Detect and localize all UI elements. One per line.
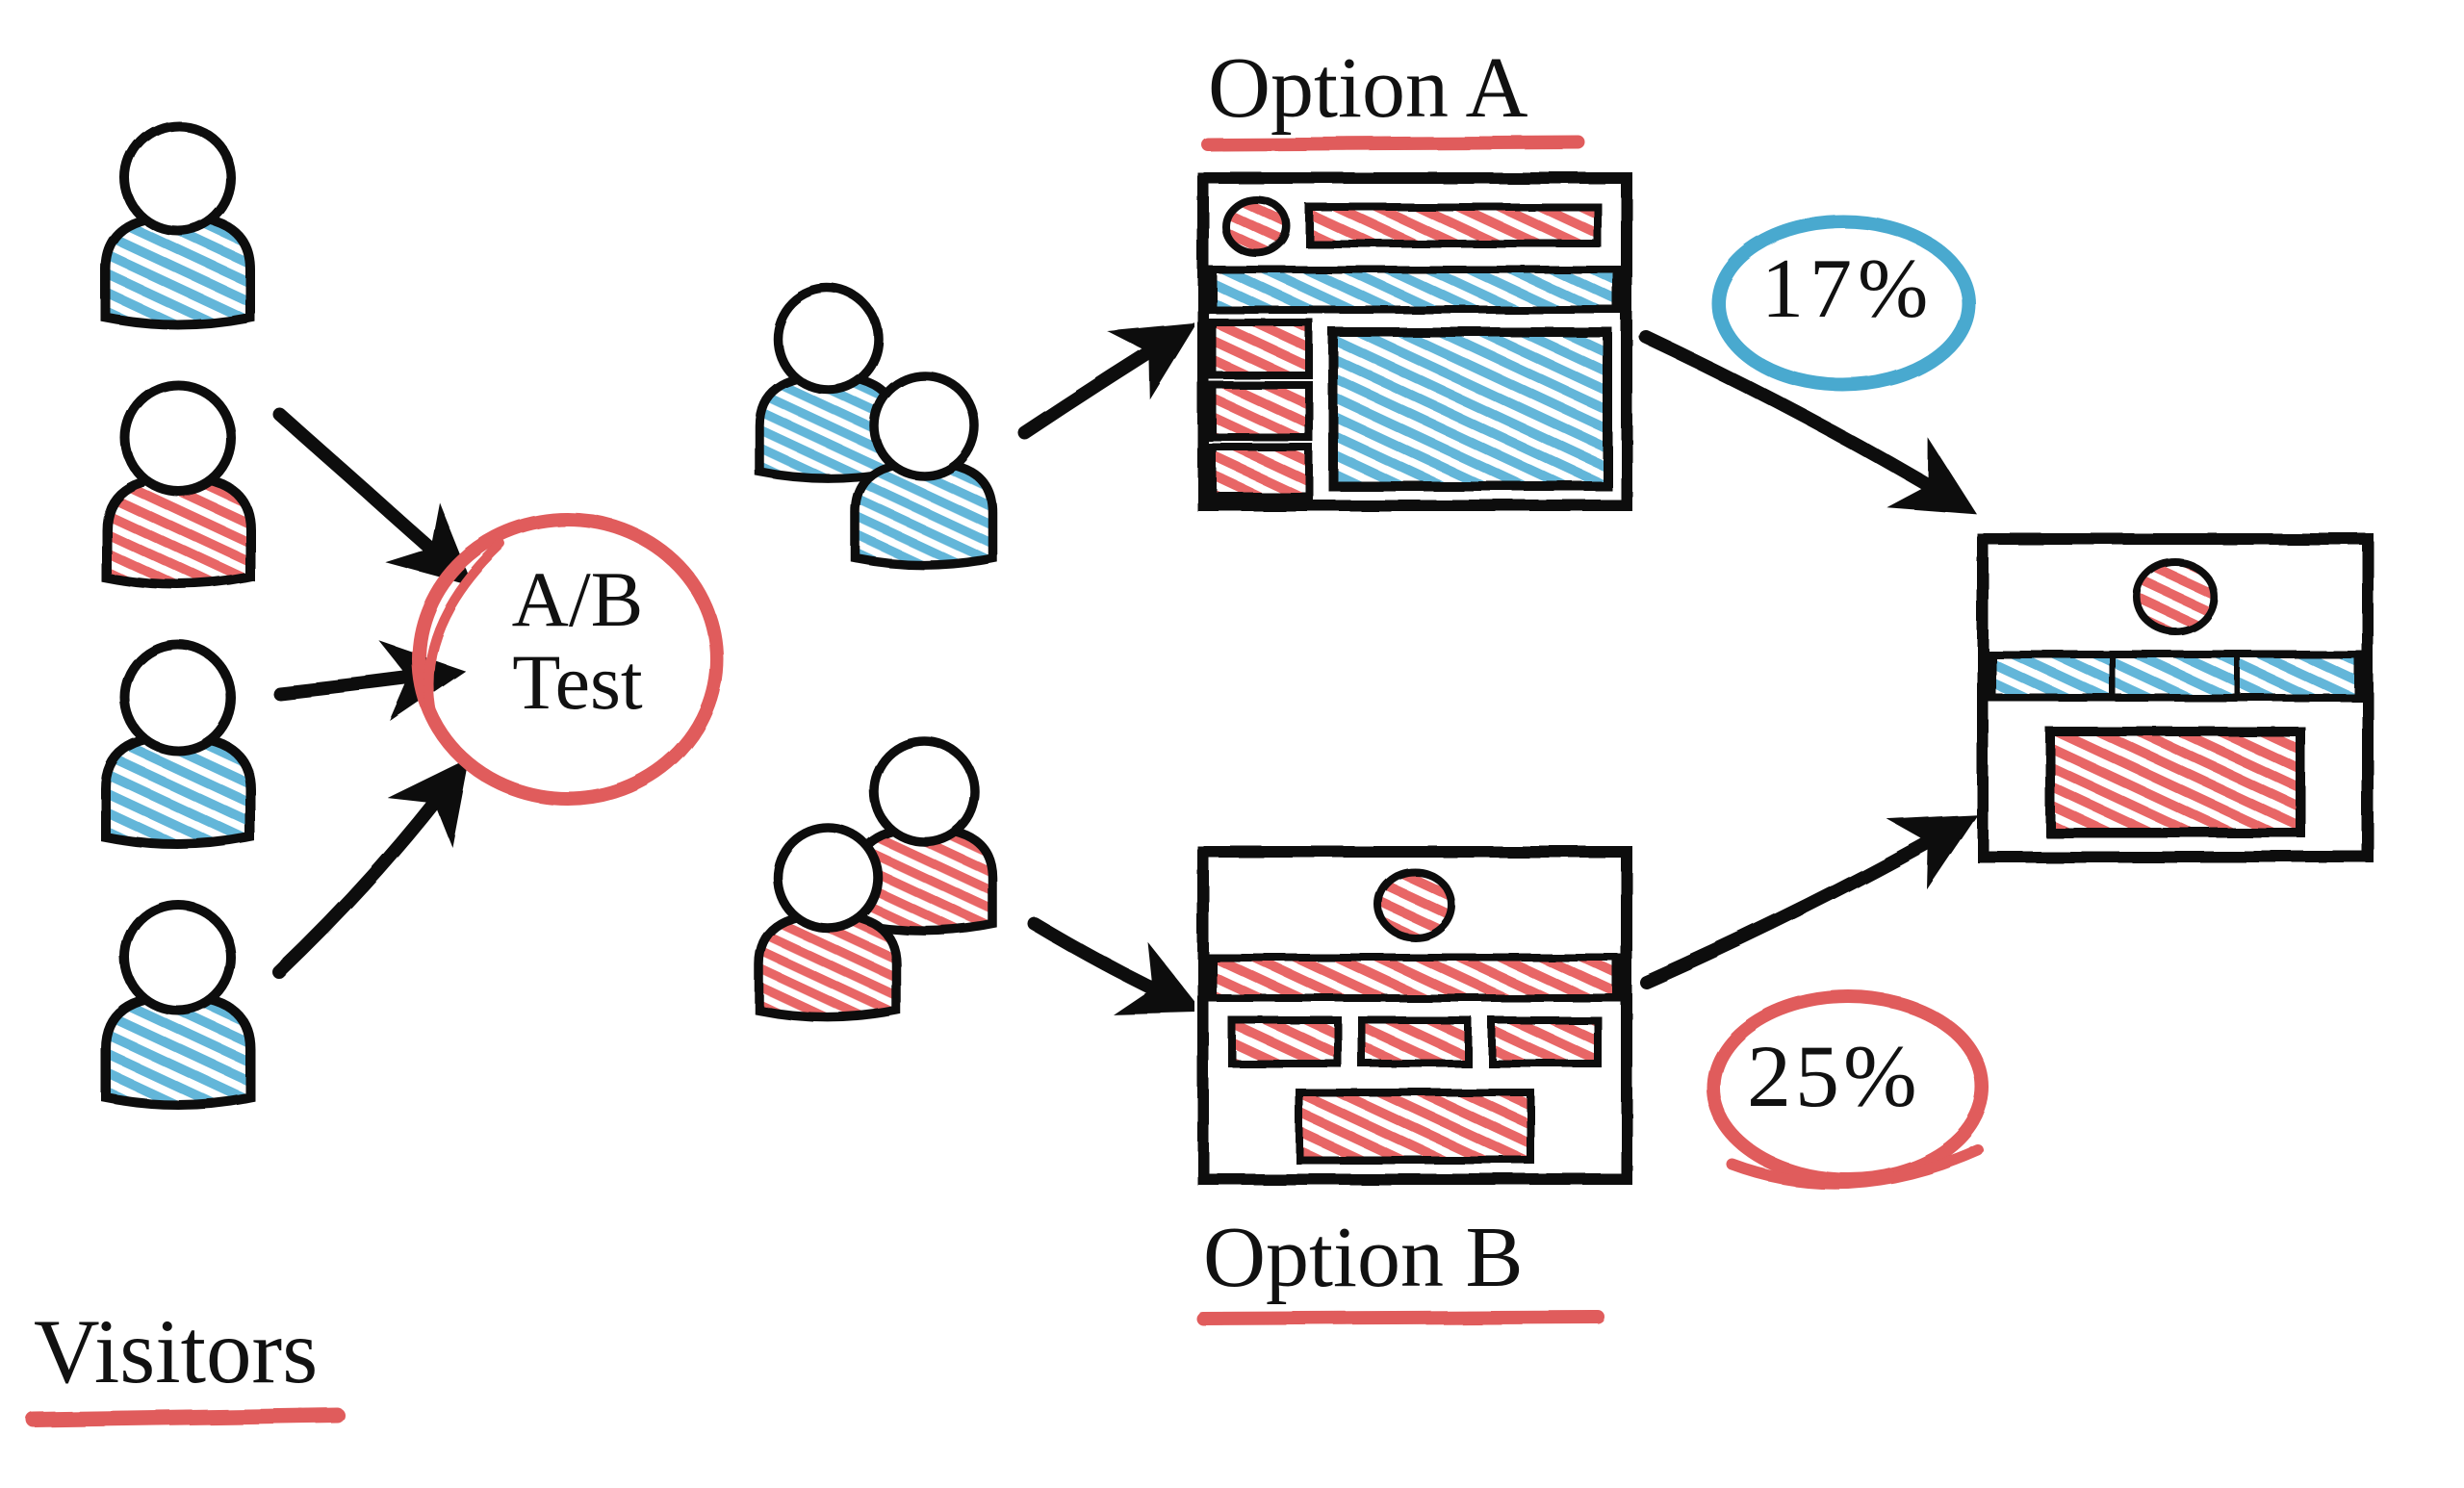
visitors-column <box>106 125 250 1105</box>
person-icon <box>106 125 250 325</box>
person-icon <box>106 645 250 845</box>
arrow <box>279 414 452 568</box>
person-icon <box>759 828 897 1017</box>
option-b-label: Option B <box>1203 1213 1524 1304</box>
option-b-mock <box>1203 852 1627 1179</box>
visitors-label: Visitors <box>34 1304 318 1400</box>
option-a-label: Option A <box>1208 43 1528 135</box>
person-icon <box>106 905 250 1105</box>
arrows-result <box>1646 337 1954 982</box>
arrow <box>1646 337 1954 500</box>
arrow <box>1025 337 1174 433</box>
arrow <box>279 780 452 972</box>
person-icon <box>106 385 250 585</box>
person-icon <box>856 375 993 565</box>
result-a-value: 17% <box>1761 245 1934 334</box>
ab-test-label: A/B Test <box>481 558 674 724</box>
winner-mock <box>1983 539 2368 857</box>
ab-test-diagram: Visitors A/B Test Option A Option B 17% … <box>0 0 2464 1488</box>
group-b-people <box>759 741 993 1017</box>
arrow <box>1035 924 1179 1001</box>
arrow <box>1646 828 1954 982</box>
arrows-split <box>1025 337 1179 1001</box>
group-a-people <box>759 289 993 565</box>
result-b-value: 25% <box>1747 1030 1921 1123</box>
option-a-mock <box>1203 178 1627 505</box>
